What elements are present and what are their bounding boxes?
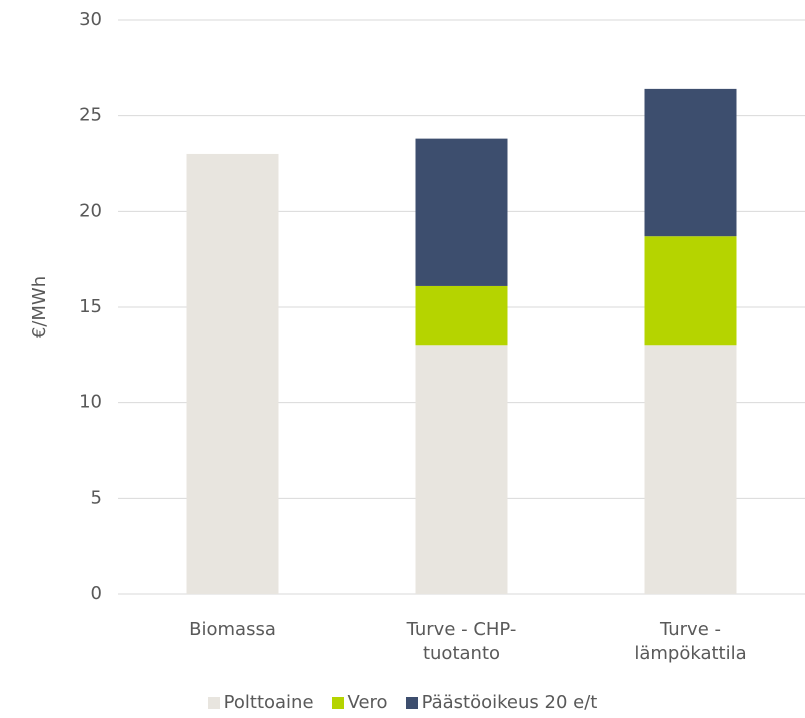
legend-label: Päästöoikeus 20 e/t [421,692,598,713]
bar-segment [644,236,737,346]
bar-segment [415,285,508,346]
bar-segment [644,345,737,594]
legend-label: Polttoaine [223,692,314,713]
y-tick-label: 5 [91,487,102,508]
legend-label: Vero [347,692,388,713]
legend-swatch [405,696,418,709]
x-tick-label: Turve - lämpökattila [634,619,747,664]
x-tick-label: Biomassa [189,619,276,640]
y-axis-label: €/MWh [29,276,50,338]
y-tick-label: 25 [79,105,102,126]
legend-swatch [207,696,220,709]
y-tick-label: 30 [79,9,102,30]
bar-segment [415,345,508,594]
legend-item: Vero [331,692,388,713]
bar-segment [644,88,737,237]
y-tick-label: 10 [79,392,102,413]
legend-item: Polttoaine [207,692,314,713]
legend-swatch [331,696,344,709]
legend-item: Päästöoikeus 20 e/t [405,692,598,713]
y-tick-label: 15 [79,296,102,317]
legend: Polttoaine Vero Päästöoikeus 20 e/t [0,692,805,713]
bar-segment [415,138,508,286]
bar-segment [186,153,279,594]
x-tick-label: Turve - CHP-tuotanto [406,619,517,664]
y-tick-label: 0 [91,583,102,604]
y-tick-label: 20 [79,200,102,221]
